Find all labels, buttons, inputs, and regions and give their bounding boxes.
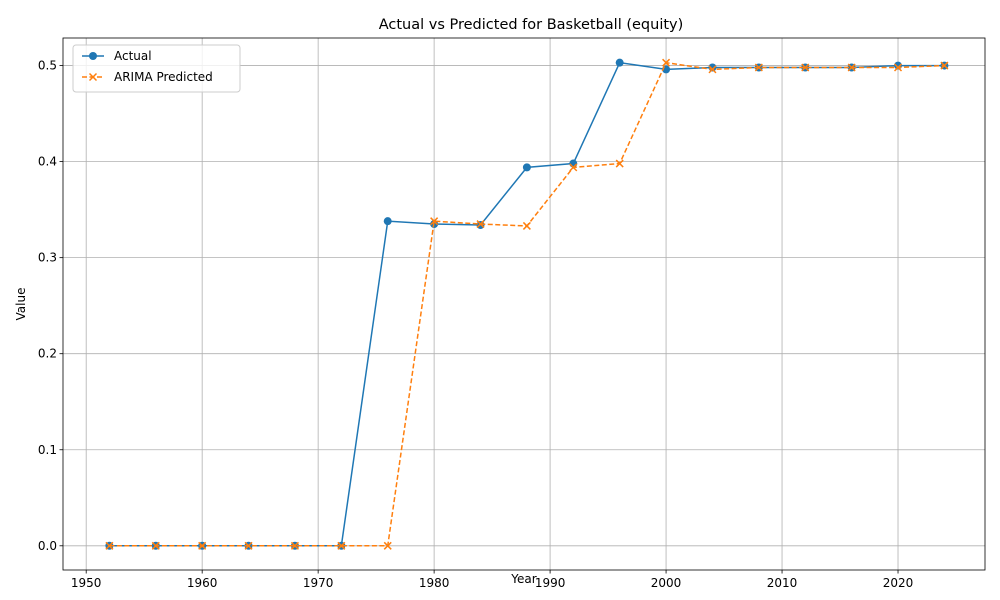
predicted-data-point <box>754 63 763 72</box>
predicted-data-point <box>105 541 114 550</box>
x-tick-label: 2010 <box>767 576 798 590</box>
x-tick-label: 1970 <box>303 576 334 590</box>
predicted-data-point <box>893 63 903 72</box>
predicted-data-point <box>198 541 207 550</box>
x-tick-label: 1950 <box>71 576 102 590</box>
x-tick-label: 1990 <box>535 576 566 590</box>
x-tick-label: 2000 <box>651 576 682 590</box>
x-tick-label: 2020 <box>883 576 914 590</box>
predicted-data-point <box>708 65 717 74</box>
predicted-data-point <box>662 58 671 67</box>
x-axis-label: Year <box>510 572 536 586</box>
predicted-data-point <box>522 221 531 230</box>
legend-actual-label: Actual <box>114 49 152 63</box>
predicted-data-point <box>244 541 253 550</box>
legend-predicted-marker <box>88 72 98 82</box>
legend: Actual ARIMA Predicted <box>72 44 241 93</box>
predicted-data-point <box>940 61 949 70</box>
y-tick-label: 0.4 <box>38 155 57 169</box>
actual-data-point <box>615 58 624 67</box>
predicted-data-point <box>476 220 485 229</box>
predicted-data-point <box>383 541 392 550</box>
predicted-data-point <box>430 217 439 226</box>
predicted-data-point <box>290 541 299 550</box>
axis-ticks: 1950 1960 1970 1980 1990 2000 2010 2020 0.0 0.1 0.… <box>38 59 913 590</box>
y-tick-label: 0.5 <box>38 59 57 73</box>
predicted-data-point <box>151 541 160 550</box>
predicted-data-point <box>801 63 810 72</box>
x-tick-label: 1960 <box>187 576 218 590</box>
predicted-data-point <box>337 541 346 550</box>
predicted-data-point <box>615 159 624 168</box>
actual-data-point <box>522 163 531 172</box>
predicted-data-point <box>847 63 856 72</box>
y-tick-label: 0.0 <box>38 539 57 553</box>
y-tick-label: 0.1 <box>38 443 57 457</box>
legend-predicted-label: ARIMA Predicted <box>114 70 213 84</box>
actual-data-point <box>383 217 392 226</box>
legend-actual-marker <box>89 52 97 60</box>
legend-box <box>72 44 241 93</box>
plot-frame <box>62 37 986 571</box>
y-tick-label: 0.2 <box>38 347 57 361</box>
plot-series <box>105 58 949 550</box>
x-tick-label: 1980 <box>419 576 450 590</box>
chart-title: Actual vs Predicted for Basketball (equi… <box>379 17 684 33</box>
y-axis-label: Value <box>14 288 28 321</box>
predicted-data-point <box>569 163 578 172</box>
y-tick-label: 0.3 <box>38 251 57 265</box>
